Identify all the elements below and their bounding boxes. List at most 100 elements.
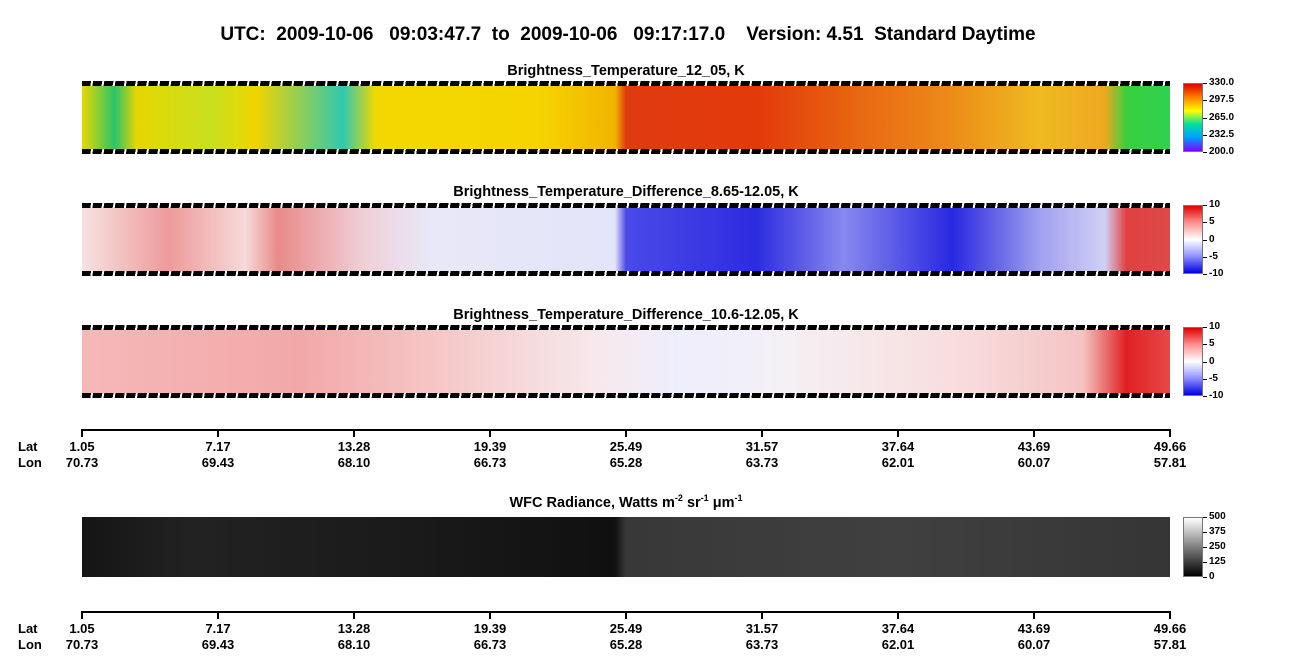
colorbar-tick: [1203, 378, 1207, 380]
colorbar-label: 330.0: [1209, 77, 1235, 88]
lon-label: 66.73: [473, 455, 507, 470]
title-part: -2: [674, 493, 683, 503]
lat-label: 19.39: [473, 621, 507, 636]
axis-tick: [625, 429, 627, 437]
colorbar-tick: [1203, 239, 1207, 241]
colorbar-label: -10: [1209, 390, 1224, 401]
colorbar-label: 200.0: [1209, 146, 1235, 157]
colorbar-label: 0: [1209, 571, 1215, 582]
title-part: μm: [708, 494, 735, 511]
lon-label: 69.43: [201, 637, 235, 652]
colorbar-label: 297.5: [1209, 94, 1235, 106]
lon-label: 65.28: [609, 637, 643, 652]
lat-label: 43.69: [1017, 439, 1051, 454]
scan-border: [82, 325, 1170, 330]
colorbar-tick: [1203, 517, 1207, 518]
image-strip: [82, 517, 1170, 577]
colorbar-label: 265.0: [1209, 111, 1235, 123]
axis-tick: [353, 611, 355, 619]
lon-label: 69.43: [201, 455, 235, 470]
lat-label: 1.05: [69, 621, 95, 636]
scan-border: [82, 271, 1170, 276]
lat-label: 31.57: [745, 439, 779, 454]
axis-tick: [81, 429, 83, 437]
colorbar-tick: [1203, 577, 1207, 578]
axis-tick: [761, 429, 763, 437]
colorbar-label: 10: [1209, 321, 1221, 332]
lat-label: 43.69: [1017, 621, 1051, 636]
colorbar-tick: [1203, 222, 1207, 224]
axis-tick: [217, 429, 219, 437]
page-title: UTC: 2009-10-06 09:03:47.7 to 2009-10-06…: [220, 24, 1036, 45]
lon-label: 66.73: [473, 637, 507, 652]
title-part: WFC Radiance, Watts m: [509, 494, 675, 511]
lon-label: 65.28: [609, 455, 643, 470]
colorbar-label: 0: [1209, 355, 1215, 367]
axis-tick: [1033, 611, 1035, 619]
axis-tick: [897, 429, 899, 437]
lat-label: 25.49: [609, 621, 643, 636]
colorbar-tick: [1203, 547, 1207, 548]
colorbar-label: 125: [1209, 556, 1226, 567]
axis-tick: [1169, 611, 1171, 619]
lat-label: 25.49: [609, 439, 643, 454]
image-strip: [82, 327, 1170, 396]
scan-border: [82, 203, 1170, 208]
colorbar: [1183, 517, 1203, 577]
row-label: Lon: [18, 455, 42, 470]
scan-border: [82, 81, 1170, 86]
colorbar-label: 232.5: [1209, 128, 1235, 140]
colorbar-label: 0: [1209, 233, 1215, 245]
axis-tick: [761, 611, 763, 619]
lon-label: 62.01: [881, 637, 915, 652]
colorbar-tick: [1203, 327, 1207, 328]
lat-label: 37.64: [881, 439, 915, 454]
lat-label: 7.17: [205, 621, 231, 636]
axis-tick: [897, 611, 899, 619]
axis-tick: [81, 611, 83, 619]
colorbar: [1183, 205, 1203, 274]
colorbar-label: -10: [1209, 268, 1224, 279]
lat-label: 19.39: [473, 439, 507, 454]
lon-label: 63.73: [745, 637, 779, 652]
row-label: Lat: [18, 621, 38, 636]
panel-title: Brightness_Temperature_Difference_10.6-1…: [453, 307, 799, 323]
colorbar-label: -5: [1209, 250, 1218, 262]
colorbar-tick: [1203, 134, 1207, 136]
title-part: -1: [734, 493, 743, 503]
lat-label: 13.28: [337, 621, 371, 636]
colorbar-tick: [1203, 205, 1207, 206]
axis-tick: [353, 429, 355, 437]
image-strip: [82, 83, 1170, 152]
lon-label: 57.81: [1153, 637, 1187, 652]
row-label: Lat: [18, 439, 38, 454]
lon-label: 63.73: [745, 455, 779, 470]
lon-label: 70.73: [65, 637, 99, 652]
lat-label: 1.05: [69, 439, 95, 454]
colorbar-tick: [1203, 256, 1207, 258]
lat-label: 13.28: [337, 439, 371, 454]
lon-label: 70.73: [65, 455, 99, 470]
title-part: -1: [700, 493, 709, 503]
lon-label: 60.07: [1017, 637, 1051, 652]
axis-tick: [1033, 429, 1035, 437]
colorbar-tick: [1203, 396, 1207, 397]
scan-border: [82, 149, 1170, 154]
lat-label: 7.17: [205, 439, 231, 454]
axis-tick: [489, 429, 491, 437]
colorbar-label: 250: [1209, 541, 1226, 552]
panel-title: Brightness_Temperature_12_05, K: [507, 63, 745, 79]
image-strip: [82, 205, 1170, 274]
colorbar-label: 10: [1209, 199, 1221, 210]
lat-label: 37.64: [881, 621, 915, 636]
axis-tick: [217, 611, 219, 619]
colorbar-label: 500: [1209, 511, 1226, 522]
colorbar: [1183, 327, 1203, 396]
colorbar-label: 5: [1209, 216, 1215, 228]
colorbar-label: 375: [1209, 526, 1226, 537]
lat-label: 31.57: [745, 621, 779, 636]
colorbar-tick: [1203, 83, 1207, 84]
title-part: sr: [682, 494, 701, 511]
lon-label: 60.07: [1017, 455, 1051, 470]
